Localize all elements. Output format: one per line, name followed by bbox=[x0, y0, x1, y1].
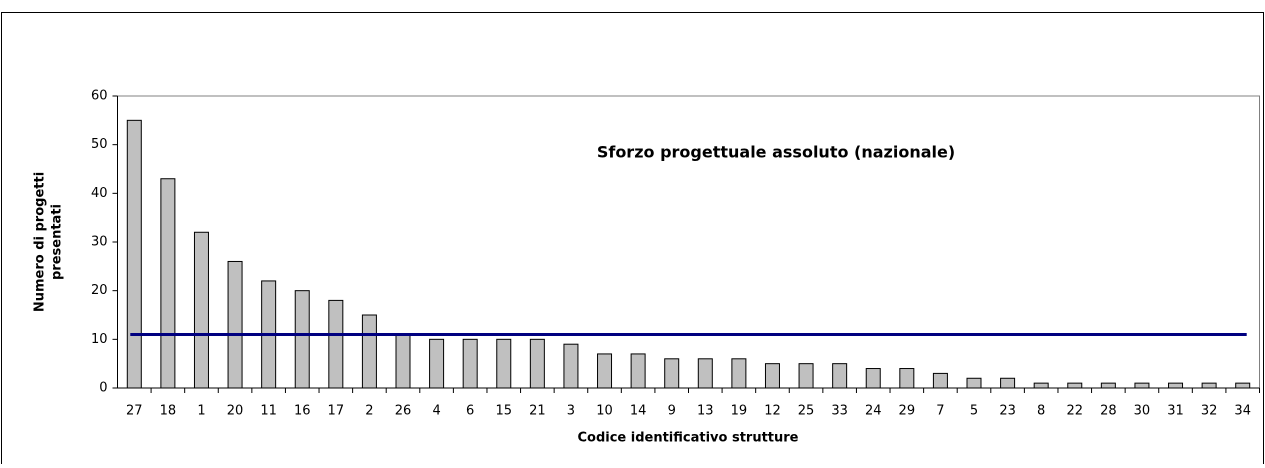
chart-title: Sforzo progettuale assoluto (nazionale) bbox=[597, 143, 955, 162]
x-tick-label: 12 bbox=[764, 404, 781, 419]
y-axis-title: Numero di progetti presentati bbox=[33, 172, 65, 312]
x-tick-label: 25 bbox=[798, 404, 815, 419]
x-tick-label: 11 bbox=[260, 404, 277, 419]
x-tick-label: 8 bbox=[1037, 404, 1045, 419]
x-tick-label: 10 bbox=[596, 404, 613, 419]
x-tick-label: 2 bbox=[365, 404, 373, 419]
y-tick-label: 30 bbox=[91, 235, 108, 250]
bar bbox=[1235, 382, 1251, 389]
x-tick-label: 5 bbox=[970, 404, 978, 419]
bar bbox=[361, 314, 377, 389]
bar bbox=[966, 377, 982, 389]
x-tick-label: 16 bbox=[294, 404, 311, 419]
bar bbox=[126, 119, 142, 389]
bar bbox=[865, 368, 881, 389]
x-tick-label: 15 bbox=[495, 404, 512, 419]
bar bbox=[764, 363, 780, 389]
x-tick-label: 13 bbox=[697, 404, 714, 419]
x-tick-label: 17 bbox=[328, 404, 345, 419]
y-tick-label: 0 bbox=[99, 381, 107, 396]
y-tick-label: 60 bbox=[91, 89, 108, 104]
x-tick-label: 32 bbox=[1201, 404, 1218, 419]
bar bbox=[160, 178, 176, 389]
bar bbox=[798, 363, 814, 389]
frame bbox=[1, 12, 1264, 464]
bar bbox=[193, 231, 209, 389]
y-tick-label: 40 bbox=[91, 186, 108, 201]
x-tick-label: 14 bbox=[630, 404, 647, 419]
x-tick-label: 21 bbox=[529, 404, 546, 419]
x-axis-title: Codice identificativo strutture bbox=[577, 431, 798, 446]
bar bbox=[1000, 377, 1016, 389]
plot-area bbox=[117, 95, 1260, 389]
x-tick-label: 6 bbox=[466, 404, 474, 419]
x-tick-label: 29 bbox=[899, 404, 916, 419]
bar bbox=[932, 372, 948, 389]
bar bbox=[1033, 382, 1049, 389]
x-tick-label: 20 bbox=[227, 404, 244, 419]
y-axis-title-line: presentati bbox=[50, 204, 65, 280]
bar bbox=[1201, 382, 1217, 389]
bar bbox=[563, 343, 579, 389]
bar bbox=[496, 338, 512, 389]
x-tick-label: 1 bbox=[197, 404, 205, 419]
bar bbox=[1067, 382, 1083, 389]
bar bbox=[462, 338, 478, 389]
x-tick-label: 9 bbox=[668, 404, 676, 419]
x-tick-label: 33 bbox=[831, 404, 848, 419]
bar bbox=[630, 353, 646, 389]
x-tick-label: 30 bbox=[1134, 404, 1151, 419]
bar bbox=[597, 353, 613, 389]
x-tick-label: 24 bbox=[865, 404, 882, 419]
x-tick-label: 27 bbox=[126, 404, 143, 419]
bar bbox=[294, 290, 310, 389]
y-tick-label: 10 bbox=[91, 332, 108, 347]
x-tick-label: 34 bbox=[1234, 404, 1251, 419]
x-tick-label: 28 bbox=[1100, 404, 1117, 419]
bar bbox=[395, 333, 411, 389]
bar bbox=[731, 358, 747, 389]
x-tick-label: 18 bbox=[160, 404, 177, 419]
bar bbox=[1134, 382, 1150, 389]
y-tick-label: 50 bbox=[91, 137, 108, 152]
x-tick-label: 26 bbox=[395, 404, 412, 419]
bar bbox=[328, 299, 344, 389]
x-tick-label: 4 bbox=[432, 404, 440, 419]
bar bbox=[429, 338, 445, 389]
x-tick-label: 7 bbox=[936, 404, 944, 419]
bar bbox=[1168, 382, 1184, 389]
x-tick-label: 23 bbox=[999, 404, 1016, 419]
bar bbox=[529, 338, 545, 389]
y-tick-label: 20 bbox=[91, 283, 108, 298]
bar bbox=[227, 260, 243, 389]
bar bbox=[697, 358, 713, 389]
x-tick-label: 31 bbox=[1167, 404, 1184, 419]
y-axis-title-line: Numero di progetti bbox=[33, 172, 48, 312]
bar bbox=[899, 368, 915, 389]
x-tick-label: 19 bbox=[731, 404, 748, 419]
bar bbox=[832, 363, 848, 389]
x-tick-label: 3 bbox=[567, 404, 575, 419]
bar bbox=[1100, 382, 1116, 389]
x-tick-label: 22 bbox=[1066, 404, 1083, 419]
bar bbox=[664, 358, 680, 389]
